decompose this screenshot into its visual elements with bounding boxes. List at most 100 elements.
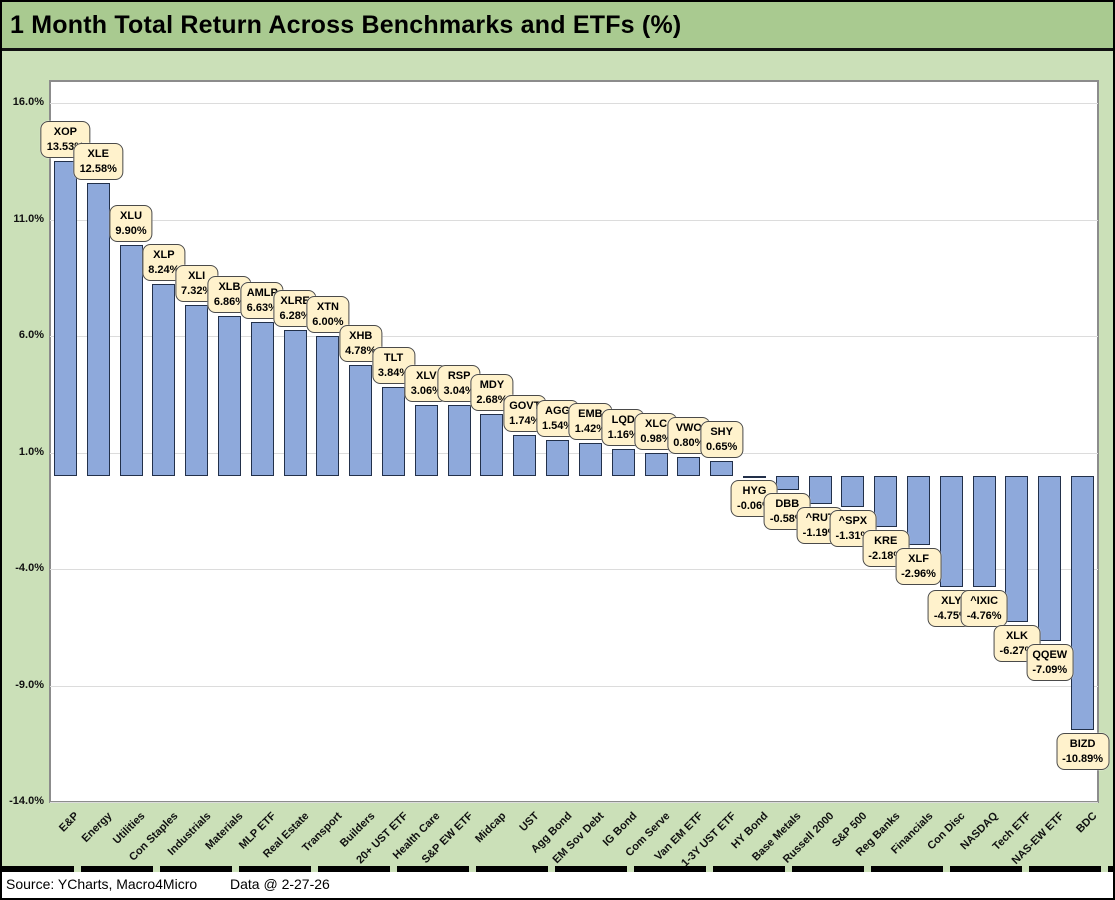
bar: [119, 245, 143, 476]
ticker-label: ^SPX: [838, 514, 868, 527]
value-label: -6.27%: [999, 645, 1035, 658]
bar: [1005, 476, 1029, 623]
value-label: -1.19%: [802, 526, 838, 539]
value-label: -2.96%: [901, 567, 936, 580]
y-axis-tick-label: 6.0%: [18, 329, 44, 341]
data-label-callout: SHY 0.65%: [700, 420, 744, 458]
bar: [152, 284, 176, 476]
value-label: 6.28%: [279, 309, 311, 322]
bar: [86, 182, 110, 476]
value-label: 3.84%: [377, 366, 410, 379]
ticker-label: XTN: [316, 301, 339, 314]
ticker-label: XLV: [416, 369, 437, 382]
ticker-label: AMLP: [246, 286, 278, 299]
y-axis-tick-label: -9.0%: [15, 679, 44, 691]
bar: [644, 453, 668, 476]
value-label: 1.74%: [509, 415, 541, 428]
ticker-label: BIZD: [1069, 737, 1096, 750]
value-label: 12.58%: [79, 162, 117, 175]
value-label: -0.58%: [769, 512, 805, 525]
ticker-label: KRE: [874, 534, 898, 547]
data-label-callout: XLF -2.96%: [895, 547, 942, 585]
value-label: 1.42%: [574, 422, 607, 435]
bar: [53, 160, 77, 476]
ticker-label: XLE: [87, 147, 109, 160]
ticker-label: HYG: [742, 485, 767, 498]
ticker-label: VWO: [675, 422, 702, 435]
value-label: 8.24%: [148, 264, 180, 276]
bar: [939, 476, 963, 587]
value-label: -1.31%: [835, 529, 871, 542]
ticker-label: XLI: [188, 270, 206, 283]
ticker-label: XLF: [908, 552, 929, 565]
bar: [972, 476, 996, 587]
ticker-label: XLB: [218, 281, 241, 294]
bar: [185, 305, 209, 476]
value-label: 4.78%: [345, 344, 377, 357]
data-label-callout: XLU 9.90%: [109, 205, 153, 243]
ticker-label: XLC: [645, 418, 668, 431]
y-axis-tick-label: -4.0%: [15, 562, 44, 574]
value-label: -4.75%: [933, 609, 969, 622]
y-gridline: [50, 336, 1098, 337]
source-label: Source: YCharts, Macro4Micro: [6, 876, 198, 892]
data-label-callout: MDY 2.68%: [470, 373, 514, 411]
ticker-label: LQD: [611, 413, 635, 426]
value-label: 9.90%: [115, 225, 147, 238]
bar: [250, 321, 274, 476]
value-label: 0.98%: [640, 433, 672, 446]
data-label-callout: ^SPX -1.31%: [829, 509, 877, 547]
value-label: 0.65%: [706, 440, 738, 453]
footer-bar: Source: YCharts, Macro4Micro Data @ 2-27…: [2, 872, 1113, 898]
bar: [217, 316, 241, 476]
value-label: 1.54%: [541, 420, 574, 433]
ticker-label: AGG: [545, 405, 571, 418]
data-label-callout: BIZD -10.89%: [1056, 732, 1110, 770]
ticker-label: XHB: [349, 329, 373, 342]
ticker-label: RSP: [447, 370, 471, 383]
y-axis-tick-label: -14.0%: [9, 795, 44, 807]
ticker-label: XLU: [120, 210, 143, 223]
ticker-label: ^RUT: [805, 511, 835, 524]
bar: [480, 413, 504, 476]
bar: [414, 404, 438, 476]
value-label: 2.68%: [476, 393, 508, 406]
bar: [283, 329, 307, 476]
bar: [1038, 476, 1062, 642]
y-gridline: [50, 453, 1098, 454]
data-label-callout: QQEW -7.09%: [1026, 644, 1074, 682]
ticker-label: XLP: [153, 249, 175, 261]
data-date-label: Data @ 2-27-26: [230, 876, 330, 892]
data-label-callout: XLE 12.58%: [73, 142, 123, 180]
bar: [349, 364, 373, 476]
value-label: 7.32%: [181, 285, 213, 298]
bar: [775, 476, 799, 490]
y-gridline: [50, 569, 1098, 570]
ticker-label: MDY: [479, 378, 505, 391]
bar: [710, 460, 734, 476]
bar: [578, 442, 602, 476]
ticker-label: QQEW: [1032, 649, 1068, 662]
bar: [808, 476, 832, 504]
value-label: -2.18%: [868, 549, 904, 562]
value-label: 0.80%: [673, 437, 705, 450]
ticker-label: ^IXIC: [970, 594, 999, 607]
y-gridline: [50, 103, 1098, 104]
ticker-label: DBB: [775, 497, 800, 510]
bar: [841, 476, 865, 507]
bar: [677, 457, 701, 476]
y-axis-tick-label: 16.0%: [12, 96, 44, 108]
bar: [447, 405, 471, 476]
bar: [546, 440, 570, 476]
value-label: -0.06%: [737, 500, 772, 513]
value-label: 6.86%: [213, 296, 246, 309]
bar: [874, 476, 898, 527]
ticker-label: XLRE: [280, 294, 310, 307]
value-label: 3.06%: [410, 384, 442, 397]
y-gridline: [50, 686, 1098, 687]
value-label: -4.76%: [966, 609, 1002, 622]
ticker-label: SHY: [710, 425, 733, 438]
y-gridline: [50, 802, 1098, 803]
bar: [1071, 476, 1095, 730]
data-label-callout: XLK -6.27%: [993, 625, 1041, 663]
